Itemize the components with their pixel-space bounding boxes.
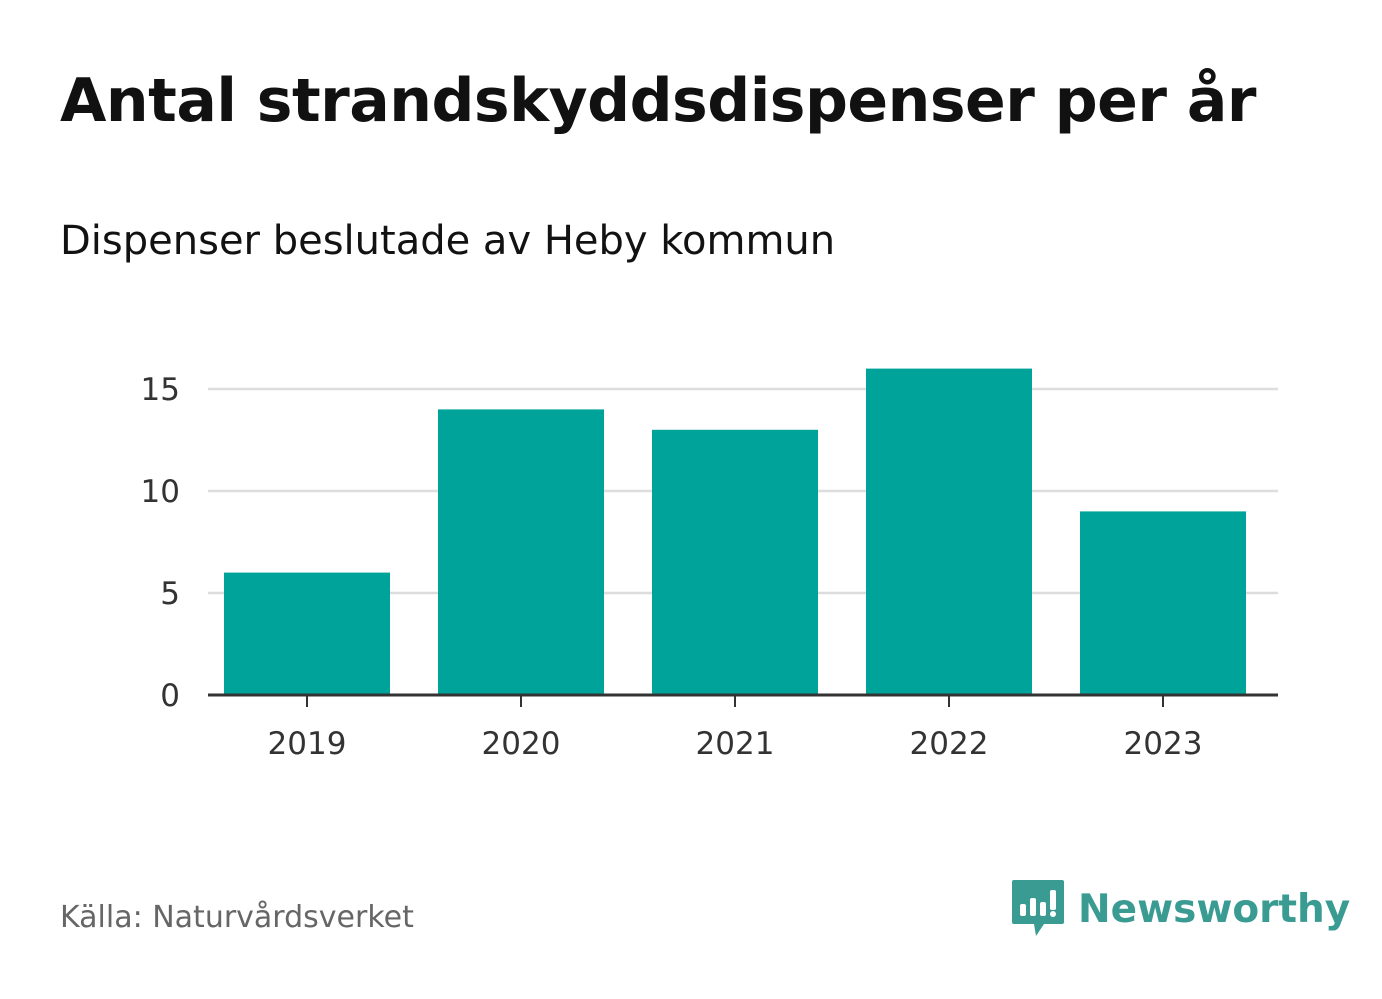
- chart-title: Antal strandskyddsdispenser per år: [60, 66, 1256, 136]
- y-tick-label: 10: [141, 474, 180, 510]
- x-tick-label: 2020: [482, 726, 561, 762]
- bar-2023: [1080, 511, 1246, 695]
- x-tick-label: 2019: [268, 726, 347, 762]
- bar-chart: 0 5 10 15 2019 2020 2021 2022 2023: [141, 368, 1278, 762]
- bar-2019: [224, 572, 390, 695]
- y-tick-label: 15: [141, 372, 180, 408]
- brand-name: Newsworthy: [1078, 886, 1351, 932]
- y-tick-label: 0: [160, 678, 180, 714]
- x-tick-label: 2021: [696, 726, 775, 762]
- brand-logo: Newsworthy: [1010, 878, 1350, 940]
- bar-2020: [438, 409, 604, 695]
- bar-2021: [652, 429, 818, 695]
- bar-2022: [866, 368, 1032, 695]
- x-tick-label: 2023: [1124, 726, 1203, 762]
- newsworthy-logo-icon: [1012, 880, 1064, 936]
- chart-subtitle: Dispenser beslutade av Heby kommun: [60, 218, 836, 264]
- y-tick-label: 5: [160, 576, 180, 612]
- source-note: Källa: Naturvårdsverket: [60, 900, 414, 935]
- x-tick-label: 2022: [910, 726, 989, 762]
